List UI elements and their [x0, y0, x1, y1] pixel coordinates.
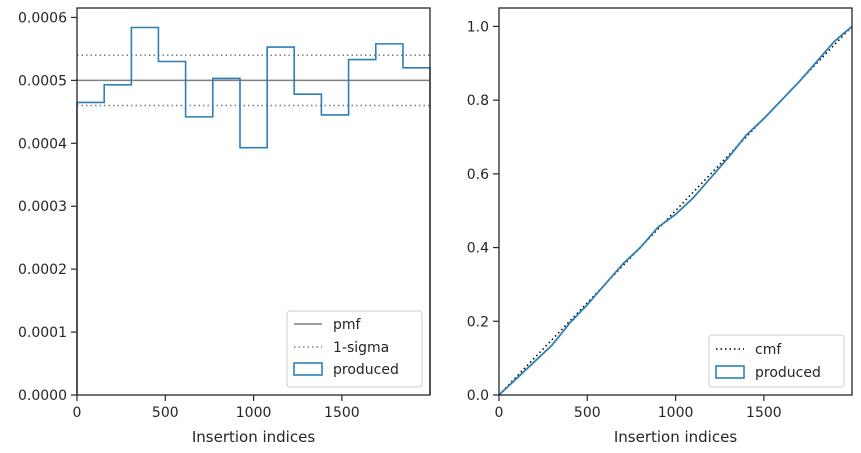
- x-axis-label: Insertion indices: [614, 428, 737, 446]
- plot-frame: [76, 7, 431, 396]
- legend-sigma-label: 1-sigma: [333, 340, 389, 356]
- legend-produced-label: produced: [755, 365, 821, 381]
- legend: pmf 1-sigma produced: [286, 310, 423, 388]
- y-tick-label: 0.2: [467, 314, 489, 330]
- legend-produced-label: produced: [333, 362, 399, 378]
- legend-produced-swatch: [715, 365, 745, 379]
- right-panel-cmf: 0 500 1000 1500 0.0 0.2 0.4 0.6 0.8 1.0 Insertion …: [467, 7, 853, 446]
- legend-box: [708, 334, 845, 388]
- left-panel-pmf: 0 500 1000 1500 0.0000 0.0001 0.0002 0.0003 0.00…: [18, 7, 431, 446]
- y-tick-label: 0.0005: [18, 73, 67, 89]
- x-axis-label: Insertion indices: [192, 428, 315, 446]
- produced-line: [498, 25, 853, 396]
- y-tick-label: 0.0000: [18, 388, 67, 404]
- plot-frame: [498, 7, 853, 396]
- x-tick-label: 1500: [746, 405, 782, 421]
- legend-box: [286, 310, 423, 388]
- x-tick-label: 0: [495, 405, 504, 421]
- y-tick-label: 0.4: [467, 241, 489, 257]
- legend-cmf-label: cmf: [755, 342, 782, 358]
- produced-histogram: [76, 26, 431, 395]
- y-tick-label: 0.0003: [18, 199, 67, 215]
- y-tick-label: 0.0001: [18, 325, 67, 341]
- legend: cmf produced: [708, 334, 845, 388]
- x-tick-label: 1000: [236, 405, 272, 421]
- y-tick-label: 0.0006: [18, 10, 67, 26]
- y-tick-label: 0.8: [467, 93, 489, 109]
- y-tick-label: 0.0002: [18, 262, 67, 278]
- x-tick-label: 1500: [324, 405, 360, 421]
- x-tick-label: 500: [152, 405, 179, 421]
- x-tick-label: 500: [574, 405, 601, 421]
- y-tick-label: 0.0: [467, 388, 489, 404]
- legend-pmf-label: pmf: [333, 317, 362, 333]
- y-tick-label: 0.0004: [18, 136, 67, 152]
- x-tick-label: 0: [73, 405, 82, 421]
- y-tick-label: 1.0: [467, 19, 489, 35]
- y-tick-label: 0.6: [467, 167, 489, 183]
- legend-produced-swatch: [293, 362, 323, 376]
- x-tick-label: 1000: [658, 405, 694, 421]
